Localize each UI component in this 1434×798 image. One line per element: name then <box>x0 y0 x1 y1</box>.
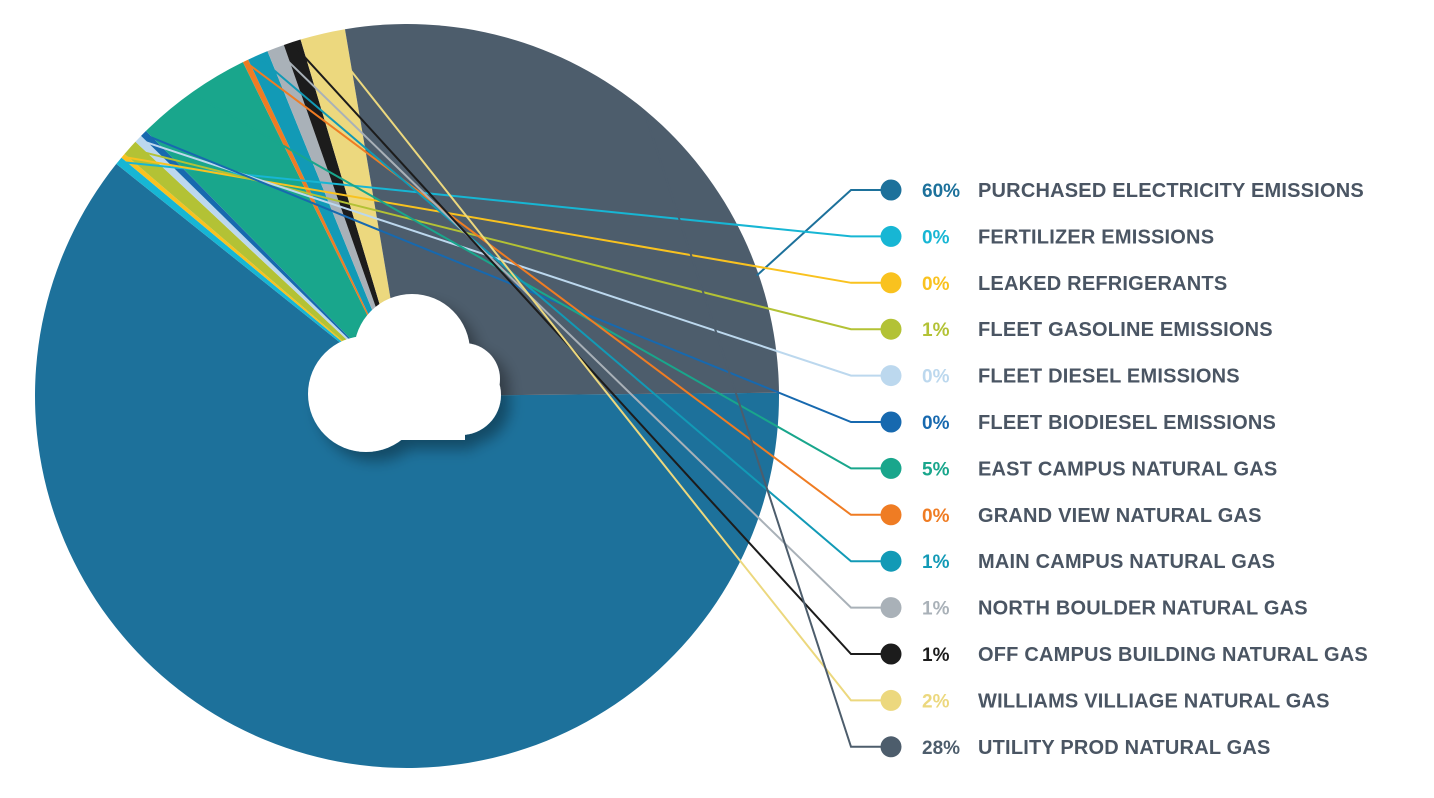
leader-line-purchased-electricity-emissions <box>756 189 891 277</box>
cloud-icon <box>308 294 501 452</box>
pie-slice-main-campus-natural-gas <box>248 51 407 396</box>
legend-label-williams-villiage-natural-gas: WILLIAMS VILLIAGE NATURAL GAS <box>978 690 1330 712</box>
legend-percent-fleet-biodiesel-emissions: 0% <box>922 413 950 434</box>
legend-percent-fleet-gasoline-emissions: 1% <box>922 320 950 341</box>
leader-line-fleet-biodiesel-emissions <box>144 133 891 423</box>
leader-line-fertilizer-emissions <box>120 161 891 238</box>
pie-slice-utility-prod-natural-gas <box>344 24 779 396</box>
legend-label-fertilizer-emissions: FERTILIZER EMISSIONS <box>978 226 1214 248</box>
legend-label-off-campus-building-natural-gas: OFF CAMPUS BUILDING NATURAL GAS <box>978 644 1368 666</box>
leader-line-leaked-refrigerants <box>124 156 891 284</box>
legend-dot-north-boulder-natural-gas <box>880 597 902 619</box>
legend-label-fleet-biodiesel-emissions: FLEET BIODIESEL EMISSIONS <box>978 412 1276 434</box>
leader-lines <box>120 34 891 748</box>
leader-line-williams-villiage-natural-gas <box>322 34 891 702</box>
legend-label-main-campus-natural-gas: MAIN CAMPUS NATURAL GAS <box>978 551 1275 573</box>
pie-slice-fleet-biodiesel-emissions <box>141 130 407 397</box>
legend-dot-off-campus-building-natural-gas <box>880 643 902 665</box>
legend-percent-off-campus-building-natural-gas: 1% <box>922 645 950 666</box>
legend-dot-grand-view-natural-gas <box>880 504 902 526</box>
legend-percent-north-boulder-natural-gas: 1% <box>922 599 950 620</box>
legend-label-utility-prod-natural-gas: UTILITY PROD NATURAL GAS <box>978 737 1271 759</box>
legend-dot-fleet-biodiesel-emissions <box>880 411 902 433</box>
legend-percent-williams-villiage-natural-gas: 2% <box>922 691 950 712</box>
legend-label-fleet-gasoline-emissions: FLEET GASOLINE EMISSIONS <box>978 319 1273 341</box>
legend-dot-fleet-gasoline-emissions <box>880 318 902 340</box>
legend-percent-purchased-electricity-emissions: 60% <box>922 181 960 202</box>
legend-percent-fertilizer-emissions: 0% <box>922 227 950 248</box>
pie-slice-fleet-diesel-emissions <box>135 135 407 396</box>
legend-label-grand-view-natural-gas: GRAND VIEW NATURAL GAS <box>978 505 1262 527</box>
legend-percent-grand-view-natural-gas: 0% <box>922 506 950 527</box>
legend-dot-main-campus-natural-gas <box>880 550 902 572</box>
legend-dot-fertilizer-emissions <box>880 225 902 247</box>
leader-line-fleet-gasoline-emissions <box>131 148 891 331</box>
legend-percent-leaked-refrigerants: 0% <box>922 274 950 295</box>
leader-line-east-campus-natural-gas <box>192 93 891 470</box>
legend: 60% PURCHASED ELECTRICITY EMISSIONS 0% FERT… <box>880 179 1368 759</box>
legend-label-north-boulder-natural-gas: NORTH BOULDER NATURAL GAS <box>978 598 1308 620</box>
leader-line-utility-prod-natural-gas <box>643 112 891 748</box>
pie-slice-grand-view-natural-gas <box>242 59 407 397</box>
leader-line-off-campus-building-natural-gas <box>292 43 891 655</box>
pie-slice-purchased-electricity-emissions <box>35 163 780 768</box>
legend-label-fleet-diesel-emissions: FLEET DIESEL EMISSIONS <box>978 366 1240 388</box>
legend-dot-williams-villiage-natural-gas <box>880 689 902 711</box>
legend-label-purchased-electricity-emissions: PURCHASED ELECTRICITY EMISSIONS <box>978 180 1364 202</box>
pie-slice-leaked-refrigerants <box>121 154 407 396</box>
legend-dot-purchased-electricity-emissions <box>880 179 902 201</box>
pie-slice-north-boulder-natural-gas <box>267 44 407 396</box>
pie-slice-fertilizer-emissions <box>116 157 408 396</box>
pie-slice-fleet-gasoline-emissions <box>124 141 407 396</box>
legend-dot-east-campus-natural-gas <box>880 457 902 479</box>
legend-percent-main-campus-natural-gas: 1% <box>922 552 950 573</box>
legend-label-east-campus-natural-gas: EAST CAMPUS NATURAL GAS <box>978 458 1277 480</box>
legend-percent-fleet-diesel-emissions: 0% <box>922 367 950 388</box>
legend-label-leaked-refrigerants: LEAKED REFRIGERANTS <box>978 273 1227 295</box>
pie-slice-east-campus-natural-gas <box>146 62 407 397</box>
leader-line-fleet-diesel-emissions <box>139 139 891 377</box>
legend-dot-fleet-diesel-emissions <box>880 365 902 387</box>
legend-percent-east-campus-natural-gas: 5% <box>922 459 950 480</box>
legend-percent-utility-prod-natural-gas: 28% <box>922 738 960 759</box>
legend-dot-utility-prod-natural-gas <box>880 736 902 758</box>
legend-dot-leaked-refrigerants <box>880 272 902 294</box>
